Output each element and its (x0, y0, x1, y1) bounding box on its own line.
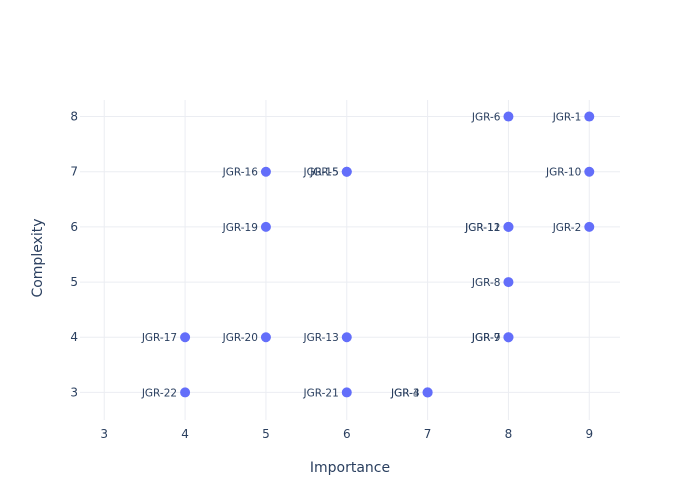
data-point-label: JGR-4 (390, 387, 420, 399)
data-point (341, 332, 352, 343)
data-point (260, 332, 271, 343)
x-tick-label: 8 (505, 427, 513, 441)
x-tick-label: 5 (262, 427, 270, 441)
data-point-label: JGR-9 (471, 332, 501, 344)
data-point-label: JGR-16 (222, 167, 259, 179)
data-point (341, 166, 352, 177)
data-point (503, 277, 514, 288)
x-tick-label: 3 (100, 427, 108, 441)
data-point (341, 387, 352, 398)
data-point (584, 221, 595, 232)
data-point-label: JGR-15 (303, 167, 339, 179)
data-point-label: JGR-11 (464, 222, 500, 234)
y-tick-label: 3 (70, 385, 78, 399)
data-point-label: JGR-5 (309, 167, 339, 179)
grid-lines (80, 100, 620, 420)
x-tick-label: 4 (181, 427, 189, 441)
x-tick-label: 6 (343, 427, 351, 441)
y-tick-label: 4 (70, 330, 78, 344)
x-tick-label: 9 (585, 427, 593, 441)
data-point-label: JGR-22 (141, 387, 177, 399)
data-point-label: JGR-3 (390, 387, 420, 399)
data-point (422, 387, 433, 398)
data-point-label: JGR-2 (552, 222, 582, 234)
data-point-label: JGR-19 (222, 222, 258, 234)
data-point-label: JGR-8 (471, 277, 501, 289)
x-axis-title: Importance (310, 460, 390, 476)
data-point-label: JGR-6 (471, 112, 501, 124)
data-point (260, 166, 271, 177)
y-tick-label: 8 (70, 110, 78, 124)
data-point (503, 111, 514, 122)
data-point (180, 332, 191, 343)
data-point-label: JGR-10 (545, 167, 581, 179)
y-tick-label: 5 (70, 275, 78, 289)
data-point (584, 166, 595, 177)
data-point-label: JGR-20 (222, 332, 258, 344)
y-axis-title: Complexity (30, 218, 46, 297)
data-point-label: JGR-1 (552, 112, 582, 124)
data-point (99, 443, 109, 453)
y-tick-label: 7 (70, 165, 78, 179)
tick-labels: 3 4 5 6 7 8 9 3 4 5 6 7 8 (70, 110, 593, 441)
data-point-label: JGR-21 (303, 387, 339, 399)
data-point (260, 221, 271, 232)
data-point-label: JGR-18 (60, 443, 96, 455)
data-point-label: JGR-13 (303, 332, 339, 344)
data-point (584, 111, 595, 122)
y-tick-label: 6 (70, 220, 78, 234)
data-point-label: JGR-7 (471, 332, 501, 344)
data-point (503, 332, 514, 343)
data-point-label: JGR-12 (464, 222, 500, 234)
data-point-label: JGR-17 (141, 332, 177, 344)
x-tick-label: 7 (424, 427, 432, 441)
data-point (503, 221, 514, 232)
data-point (180, 387, 191, 398)
